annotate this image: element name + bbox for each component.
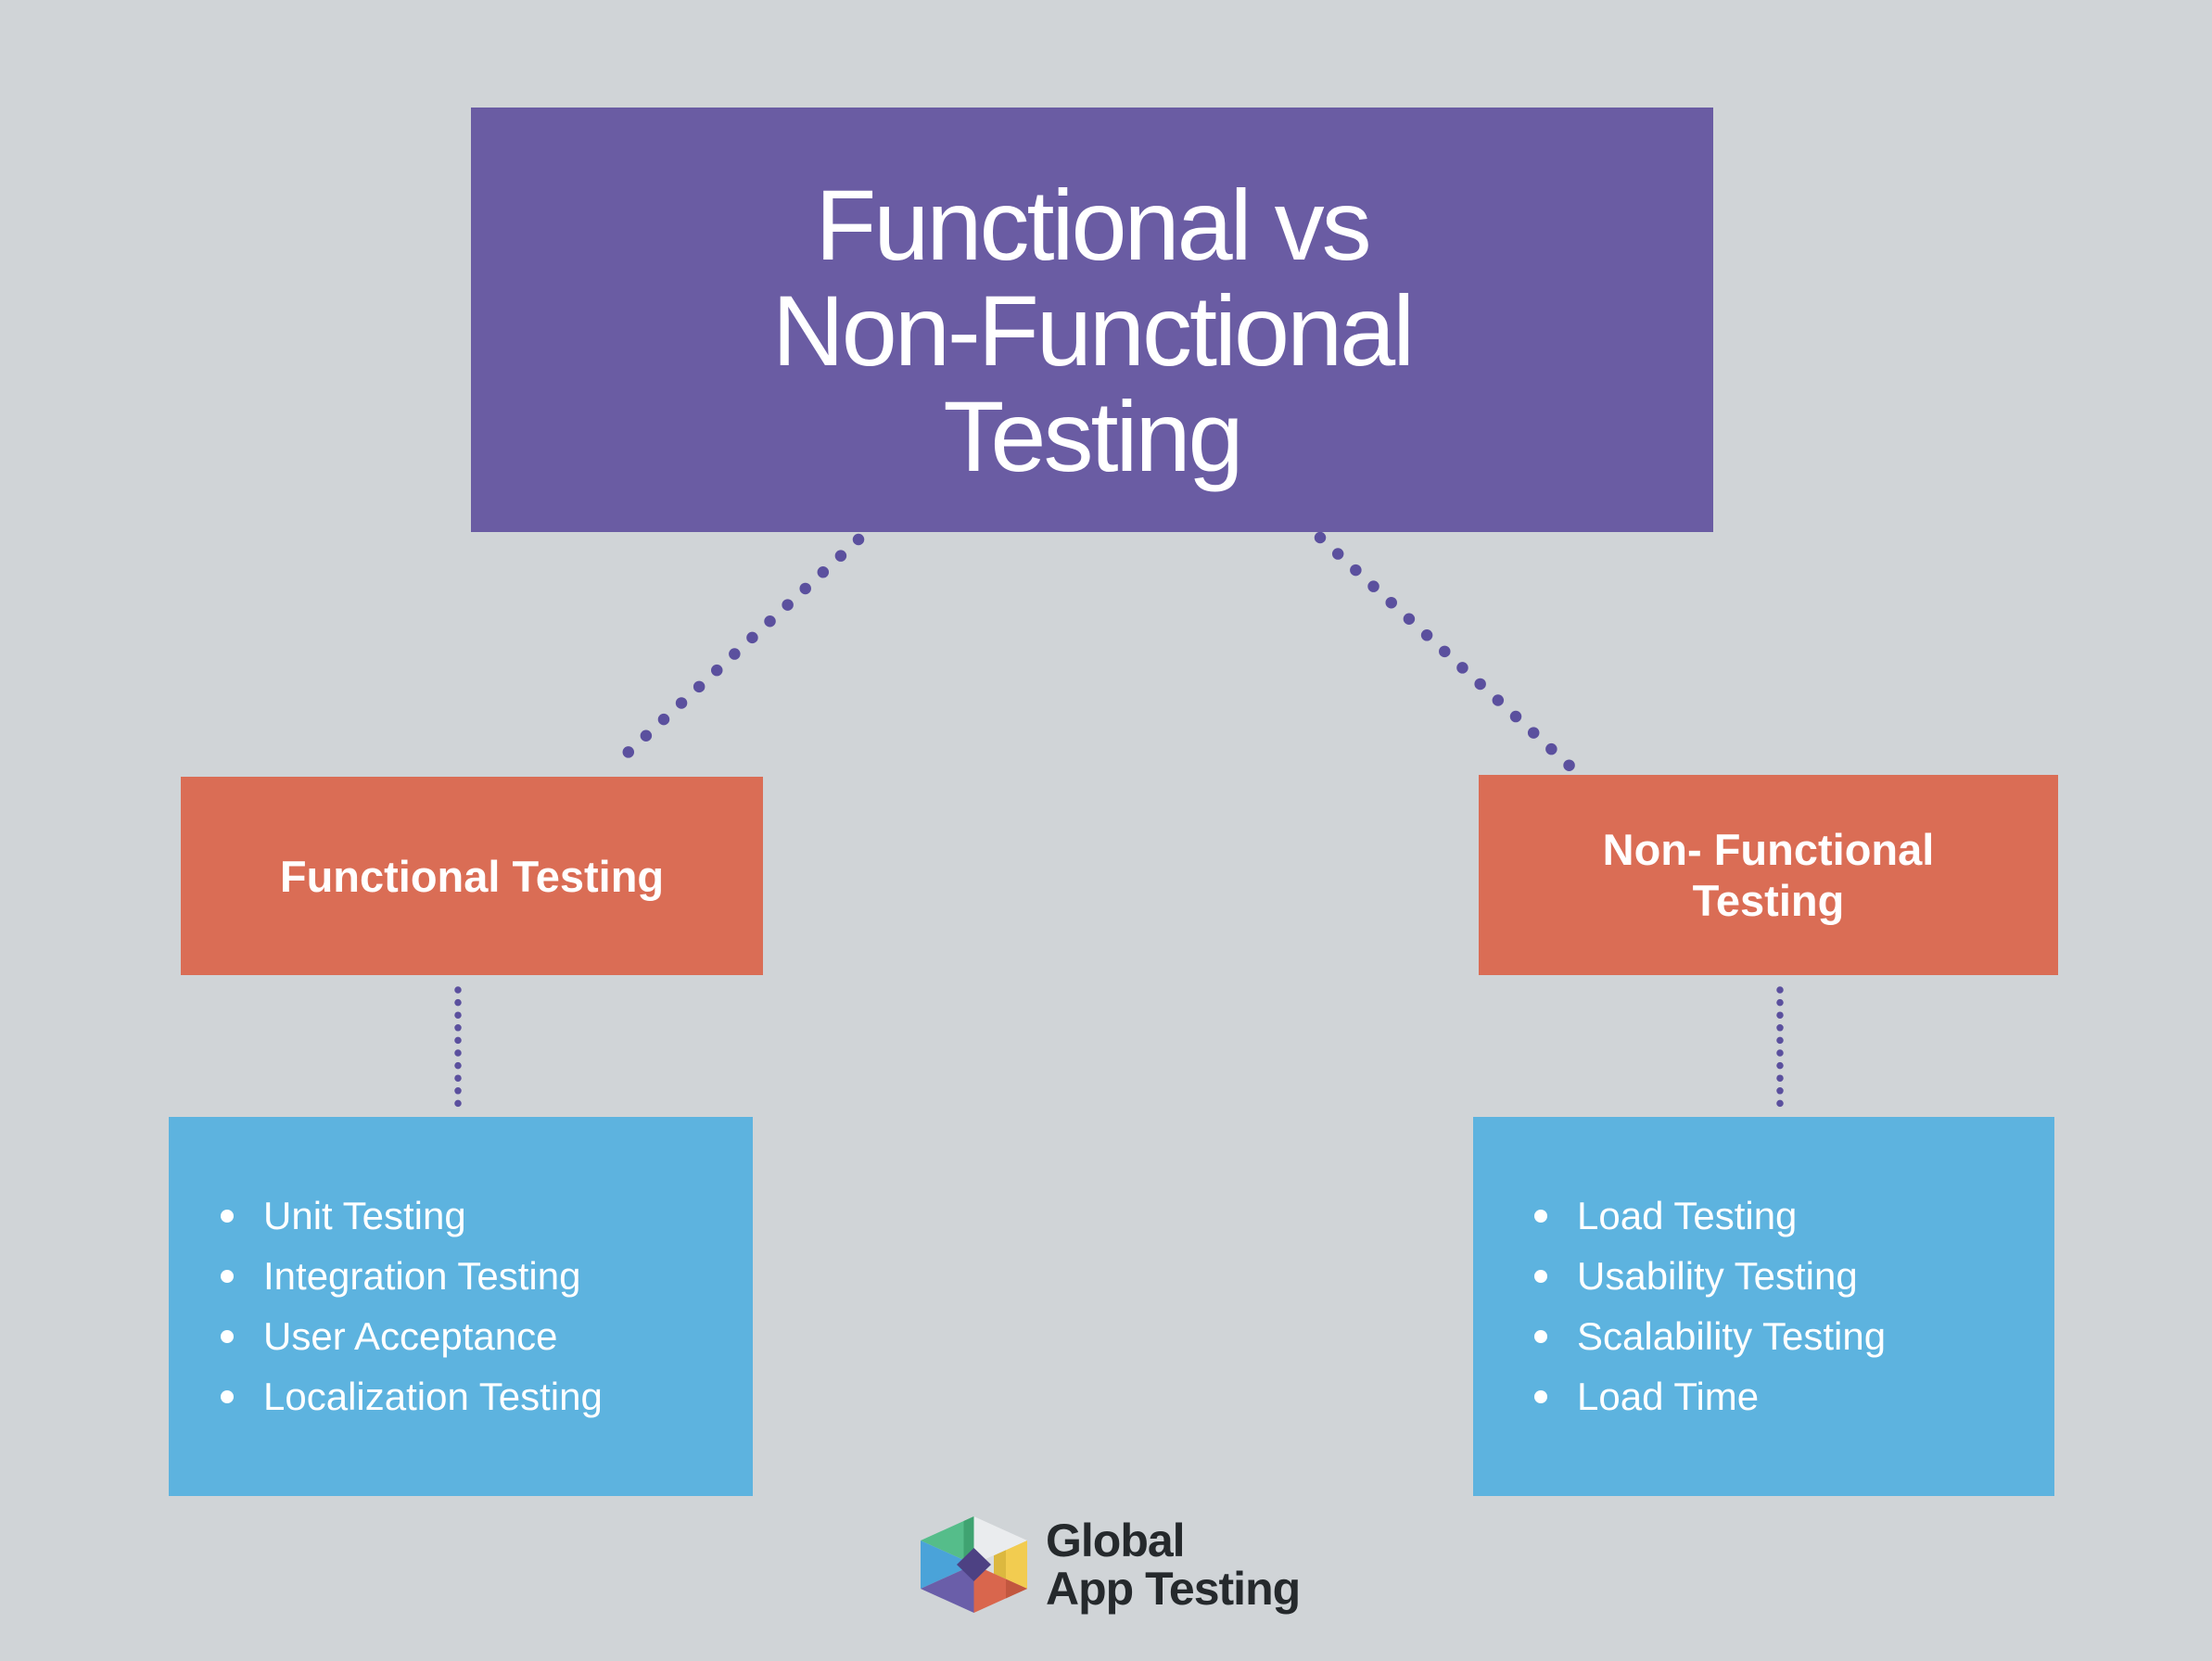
- list-item: User Acceptance: [221, 1307, 753, 1367]
- non-functional-testing-list: Load Testing Usability Testing Scalabili…: [1473, 1117, 2054, 1496]
- logo-face-green: [921, 1516, 974, 1565]
- bullet-icon: [1534, 1330, 1547, 1343]
- functional-testing-header-label: Functional Testing: [280, 851, 664, 902]
- functional-testing-list: Unit Testing Integration Testing User Ac…: [169, 1117, 753, 1496]
- logo-face-red: [973, 1565, 1027, 1613]
- title-line: Functional vs: [815, 169, 1371, 281]
- dotted-connector-title-to-nonfunctional: [1314, 531, 1588, 783]
- bullet-icon: [221, 1390, 234, 1403]
- list-item: Load Time: [1534, 1367, 2054, 1427]
- title-box: Functional vs Non-Functional Testing: [471, 108, 1713, 532]
- list-item-label: Load Time: [1577, 1375, 1760, 1418]
- list-item: Integration Testing: [221, 1247, 753, 1307]
- functional-testing-header-box: Functional Testing: [181, 777, 763, 975]
- logo-center-diamond: [957, 1548, 991, 1581]
- header-line: Testing: [1692, 876, 1845, 925]
- logo-face-dark-yellow: [994, 1550, 1006, 1579]
- bullet-icon: [221, 1210, 234, 1223]
- list-item-label: Load Testing: [1577, 1194, 1798, 1237]
- non-functional-testing-list-box: Load Testing Usability Testing Scalabili…: [1473, 1117, 2054, 1496]
- list-item-label: Unit Testing: [263, 1194, 466, 1237]
- title-line: Non-Functional: [771, 274, 1415, 387]
- list-item-label: User Acceptance: [263, 1314, 558, 1358]
- brand-name-line: App Testing: [1046, 1563, 1301, 1615]
- functional-testing-list-box: Unit Testing Integration Testing User Ac…: [169, 1117, 753, 1496]
- non-functional-testing-header-box: Non- Functional Testing: [1479, 775, 2058, 975]
- bullet-icon: [1534, 1270, 1547, 1283]
- logo-face-purple: [921, 1565, 974, 1613]
- logo-face-dark-red: [1006, 1579, 1027, 1599]
- list-item-label: Integration Testing: [263, 1254, 581, 1298]
- bullet-icon: [221, 1330, 234, 1343]
- non-functional-testing-header-label: Non- Functional Testing: [1603, 824, 1935, 926]
- page-title: Functional vs Non-Functional Testing: [771, 169, 1415, 492]
- list-item: Scalability Testing: [1534, 1307, 2054, 1367]
- brand-name: Global App Testing: [1046, 1515, 1301, 1615]
- logo-face-blue: [921, 1541, 974, 1589]
- bullet-icon: [1534, 1210, 1547, 1223]
- bullet-icon: [221, 1270, 234, 1283]
- global-app-testing-logo: Global App Testing: [921, 1515, 1301, 1615]
- hexagon-cubes-icon: [921, 1516, 1027, 1613]
- list-item: Unit Testing: [221, 1186, 753, 1247]
- brand-name-line: Global: [1046, 1515, 1186, 1566]
- list-item: Usability Testing: [1534, 1247, 2054, 1307]
- list-item-label: Usability Testing: [1577, 1254, 1858, 1298]
- title-line: Testing: [943, 380, 1243, 492]
- list-item: Load Testing: [1534, 1186, 2054, 1247]
- list-item: Localization Testing: [221, 1367, 753, 1427]
- logo-face-white: [973, 1516, 1027, 1565]
- list-item-label: Localization Testing: [263, 1375, 603, 1418]
- bullet-icon: [1534, 1390, 1547, 1403]
- header-line: Non- Functional: [1602, 825, 1935, 874]
- dotted-connector-title-to-functional: [607, 533, 865, 772]
- header-line: Functional Testing: [279, 851, 665, 901]
- list-item-label: Scalability Testing: [1577, 1314, 1887, 1358]
